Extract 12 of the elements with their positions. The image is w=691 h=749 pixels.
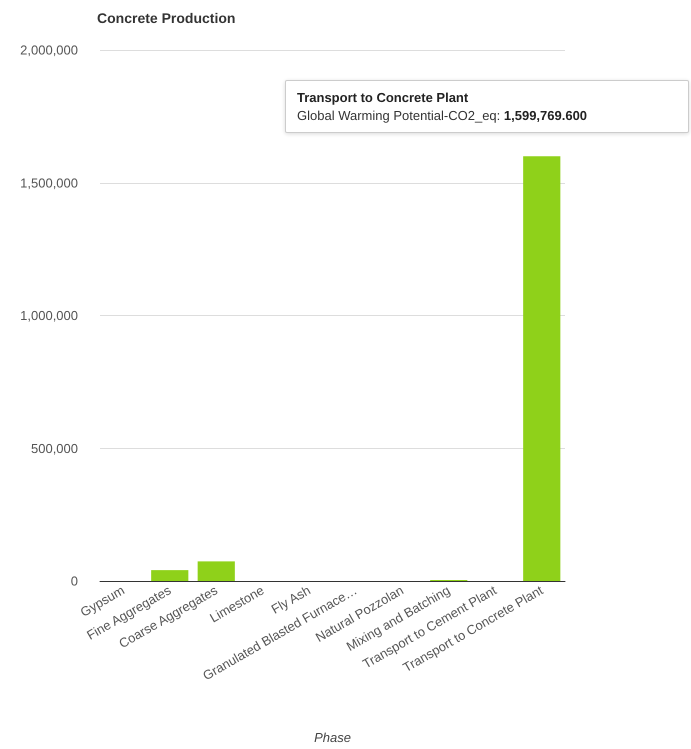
y-tick-label: 1,000,000 (20, 308, 78, 323)
y-tick-label: 2,000,000 (20, 42, 78, 58)
chart-title: Concrete Production (97, 10, 236, 26)
y-tick-label: 1,500,000 (20, 175, 78, 190)
x-axis-title: Phase (314, 730, 351, 745)
y-tick-label: 0 (70, 574, 78, 588)
annotation: Transport to Concrete Plant Global Warming Potential-CO2_eq: 1,599,769.600 (297, 90, 588, 124)
bar (151, 570, 188, 581)
y-tick-label: 500,000 (31, 440, 78, 456)
bar (523, 156, 560, 581)
callout-box: Transport to Concrete Plant Global Warming Potential-CO2_eq: 1,599,769.600 (285, 80, 689, 134)
bar (198, 561, 235, 581)
